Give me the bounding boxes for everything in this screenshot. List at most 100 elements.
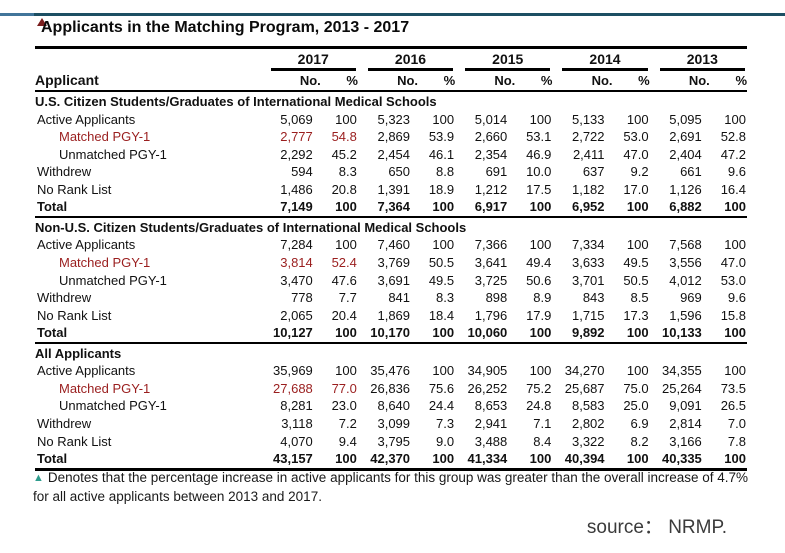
value-cell: 778 [291, 290, 313, 306]
table-row: No Rank List 4,070 9.4 3,795 9.0 3,488 8.4 3,32… [35, 432, 747, 450]
row-label: Active Applicants [37, 111, 136, 127]
value-cell: 7,364 [377, 199, 411, 215]
value-cell: 100 [335, 111, 357, 127]
value-cell: 100 [529, 237, 552, 253]
value-cell: 100 [432, 111, 455, 127]
table-row: Unmatched PGY-1 8,281 23.0 8,640 24.4 8,653 24… [35, 397, 747, 415]
value-cell: 42,370 [370, 451, 411, 467]
year-header-2013: 2013 [649, 46, 747, 71]
table-row: Matched PGY-1 3,814 52.4 3,769 50.5 3,641 49.4… [35, 254, 747, 272]
value-cell: 2,691 [669, 129, 702, 145]
value-cell: 20.8 [331, 181, 357, 197]
subcol-header-pct: % [515, 71, 553, 92]
value-cell: 7.7 [338, 290, 357, 306]
red-triangle-icon [37, 18, 47, 26]
year-label: 2017 [270, 50, 356, 71]
corner-spacer [35, 46, 261, 71]
value-cell: 15.8 [720, 307, 746, 323]
value-cell: 9.0 [436, 433, 455, 449]
value-cell: 5,133 [571, 111, 605, 127]
row-label: Matched PGY-1 [59, 380, 151, 396]
value-cell: 2,869 [377, 129, 411, 145]
value-cell: 8.4 [533, 433, 552, 449]
value-cell: 100 [432, 199, 455, 215]
value-cell: 100 [529, 199, 552, 215]
accent-top-rule-tip [0, 13, 34, 16]
value-cell: 898 [485, 290, 508, 306]
subcol-header-pct: % [320, 71, 358, 92]
value-cell: 7,149 [280, 199, 313, 215]
applicant-column-header: Applicant [35, 71, 261, 92]
value-cell: 3,118 [281, 416, 313, 432]
row-label: No Rank List [37, 433, 112, 449]
value-cell: 2,404 [669, 146, 702, 162]
value-cell: 843 [582, 290, 605, 306]
value-cell: 49.4 [526, 255, 552, 271]
value-cell: 73.5 [720, 380, 746, 396]
row-label: Total [37, 451, 68, 467]
section-header-row: Non-U.S. Citizen Students/Graduates of I… [35, 215, 747, 237]
value-cell: 100 [335, 451, 357, 467]
table-row: Matched PGY-1 27,688 77.0 26,836 75.6 26,252 7… [35, 380, 747, 398]
value-cell: 20.4 [331, 307, 357, 323]
value-cell: 1,596 [669, 307, 702, 323]
value-cell: 18.4 [428, 307, 455, 323]
value-cell: 40,335 [662, 451, 702, 467]
value-cell: 34,355 [662, 363, 702, 379]
value-cell: 9.2 [630, 164, 649, 180]
row-label: No Rank List [37, 181, 112, 197]
value-cell: 26,836 [370, 380, 411, 396]
subcol-header-no: No. [552, 71, 613, 92]
row-label: Active Applicants [37, 237, 136, 253]
value-cell: 10,133 [662, 325, 702, 341]
value-cell: 5,095 [669, 111, 702, 127]
value-cell: 7,284 [280, 237, 313, 253]
value-cell: 16.4 [720, 181, 746, 197]
value-cell: 3,725 [474, 272, 508, 288]
section-header: U.S. Citizen Students/Graduates of Inter… [35, 94, 437, 109]
value-cell: 50.6 [526, 272, 552, 288]
source-attribution: source： NRMP. [586, 517, 727, 538]
value-cell: 100 [529, 111, 552, 127]
year-label: 2014 [562, 50, 648, 71]
row-label: Matched PGY-1 [59, 129, 151, 145]
value-cell: 100 [626, 451, 649, 467]
value-cell: 45.2 [331, 146, 357, 162]
table-row: Withdrew 3,118 7.2 3,099 7.3 2,941 7.1 2,802 6.9… [35, 415, 747, 433]
row-label: Withdrew [37, 164, 92, 180]
value-cell: 100 [724, 363, 746, 379]
value-cell: 3,701 [571, 272, 605, 288]
value-cell: 4,012 [669, 272, 702, 288]
value-cell: 5,323 [377, 111, 411, 127]
value-cell: 100 [529, 325, 552, 341]
value-cell: 4,070 [280, 433, 313, 449]
table-row: No Rank List 1,486 20.8 1,391 18.9 1,212 17.5 1… [35, 181, 747, 199]
value-cell: 23.0 [331, 398, 357, 414]
value-cell: 3,691 [377, 272, 411, 288]
value-cell: 52.4 [331, 255, 357, 271]
value-cell: 2,777 [280, 129, 313, 145]
page-title: Applicants in the Matching Program, 2013… [41, 19, 410, 36]
value-cell: 10.0 [526, 164, 552, 180]
row-label: No Rank List [37, 307, 112, 323]
value-cell: 34,270 [564, 363, 605, 379]
value-cell: 100 [335, 325, 357, 341]
value-cell: 100 [724, 111, 746, 127]
value-cell: 8.8 [436, 164, 455, 180]
value-cell: 2,065 [280, 307, 313, 323]
value-cell: 841 [388, 290, 411, 306]
value-cell: 46.1 [428, 146, 455, 162]
value-cell: 1,715 [571, 307, 605, 323]
value-cell: 8.3 [338, 164, 357, 180]
year-header-row: 2017 2016 2015 2014 2013 [35, 46, 747, 71]
subcol-header-no: No. [649, 71, 710, 92]
value-cell: 100 [724, 451, 746, 467]
value-cell: 7.2 [338, 416, 357, 432]
year-label: 2016 [367, 50, 454, 71]
subcol-header-no: No. [455, 71, 516, 92]
value-cell: 100 [335, 199, 357, 215]
value-cell: 54.8 [331, 129, 357, 145]
value-cell: 26,252 [467, 380, 508, 396]
value-cell: 2,454 [377, 146, 411, 162]
value-cell: 637 [582, 164, 605, 180]
